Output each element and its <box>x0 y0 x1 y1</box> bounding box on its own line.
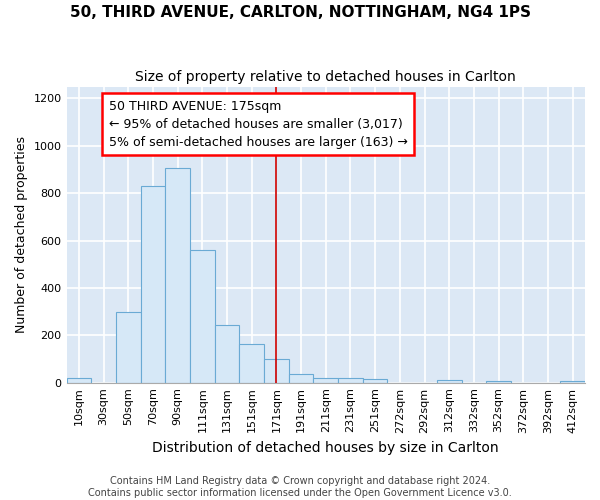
Bar <box>313 378 338 382</box>
X-axis label: Distribution of detached houses by size in Carlton: Distribution of detached houses by size … <box>152 441 499 455</box>
Bar <box>338 378 363 382</box>
Bar <box>140 186 165 382</box>
Bar <box>264 359 289 382</box>
Y-axis label: Number of detached properties: Number of detached properties <box>15 136 28 333</box>
Bar <box>289 374 313 382</box>
Text: 50, THIRD AVENUE, CARLTON, NOTTINGHAM, NG4 1PS: 50, THIRD AVENUE, CARLTON, NOTTINGHAM, N… <box>70 5 530 20</box>
Text: 50 THIRD AVENUE: 175sqm
← 95% of detached houses are smaller (3,017)
5% of semi-: 50 THIRD AVENUE: 175sqm ← 95% of detache… <box>109 100 407 148</box>
Bar <box>190 250 215 382</box>
Bar <box>363 379 388 382</box>
Title: Size of property relative to detached houses in Carlton: Size of property relative to detached ho… <box>136 70 516 84</box>
Bar <box>437 380 461 382</box>
Bar <box>215 326 239 382</box>
Bar <box>116 312 140 382</box>
Text: Contains HM Land Registry data © Crown copyright and database right 2024.
Contai: Contains HM Land Registry data © Crown c… <box>88 476 512 498</box>
Bar <box>165 168 190 382</box>
Bar <box>239 344 264 383</box>
Bar <box>67 378 91 382</box>
